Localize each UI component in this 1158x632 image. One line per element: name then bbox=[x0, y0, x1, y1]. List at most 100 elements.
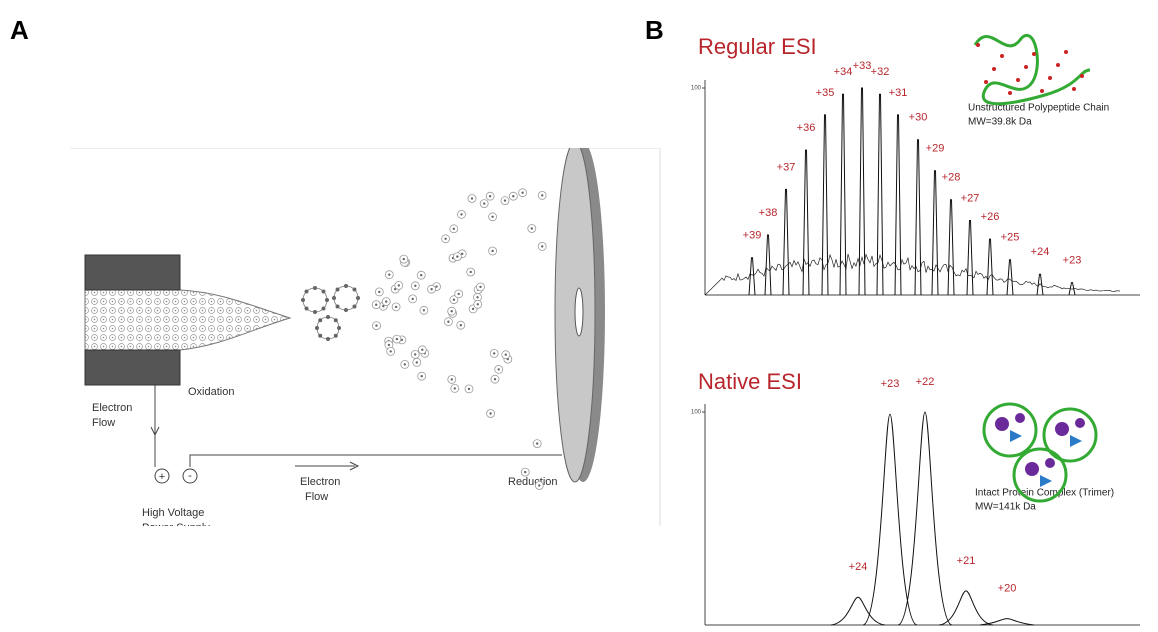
arrow bbox=[150, 426, 160, 437]
domain bbox=[1015, 413, 1025, 423]
ion-core bbox=[400, 338, 404, 342]
ion-core bbox=[411, 297, 414, 301]
peak bbox=[966, 219, 974, 296]
peak bbox=[764, 234, 772, 296]
peak bbox=[1006, 259, 1014, 296]
charge bbox=[304, 289, 309, 294]
domain bbox=[1075, 418, 1085, 428]
ion-core bbox=[414, 284, 417, 287]
ion-core bbox=[521, 191, 524, 194]
charge bbox=[326, 315, 330, 319]
inlet bbox=[574, 287, 584, 337]
charge-label: +29 bbox=[926, 143, 945, 155]
ion-core bbox=[538, 484, 541, 487]
charge-label: +33 bbox=[853, 60, 872, 72]
ion-core bbox=[385, 300, 388, 303]
peak bbox=[748, 257, 756, 296]
peak bbox=[830, 596, 886, 626]
domain bbox=[1025, 462, 1039, 476]
residue bbox=[1000, 54, 1004, 58]
peak bbox=[979, 618, 1035, 626]
charge-label: +27 bbox=[961, 192, 980, 204]
terminal bbox=[154, 468, 170, 484]
electron-flow-label: Electron bbox=[300, 476, 340, 488]
charge bbox=[333, 318, 338, 323]
charge bbox=[318, 333, 323, 338]
charge bbox=[344, 308, 348, 312]
charge bbox=[301, 298, 305, 302]
esi-diagram: + - Oxidation Electron Flow Electron Flo… bbox=[70, 148, 661, 526]
wire bbox=[189, 454, 562, 467]
charge-label: +34 bbox=[834, 66, 853, 78]
ion-core bbox=[459, 324, 462, 327]
peak bbox=[931, 170, 939, 296]
ion-core bbox=[394, 305, 398, 309]
ion-core bbox=[476, 296, 479, 299]
charge bbox=[337, 326, 341, 330]
charge bbox=[313, 286, 317, 290]
ion-core bbox=[375, 303, 378, 306]
ion-core bbox=[467, 387, 471, 391]
residue bbox=[1008, 91, 1012, 95]
ion-core bbox=[414, 353, 417, 356]
domain bbox=[1045, 458, 1055, 468]
charge bbox=[304, 306, 309, 311]
ion-core bbox=[470, 197, 474, 200]
charge bbox=[325, 298, 329, 302]
ion-core bbox=[460, 213, 463, 216]
charge-label: +28 bbox=[942, 172, 961, 184]
residue bbox=[1064, 50, 1068, 54]
charge bbox=[326, 337, 330, 341]
peak bbox=[986, 238, 994, 296]
charge bbox=[352, 304, 357, 309]
charge bbox=[315, 326, 319, 330]
peak bbox=[938, 590, 994, 626]
ion-core bbox=[450, 378, 453, 381]
ion-core bbox=[402, 257, 405, 261]
peak bbox=[876, 93, 884, 296]
ion-core bbox=[395, 337, 399, 341]
charge-label: +39 bbox=[743, 230, 762, 242]
charge-label: +36 bbox=[797, 122, 816, 134]
oxidation-label: Oxidation bbox=[188, 386, 234, 398]
terminal bbox=[182, 468, 198, 484]
domain bbox=[1055, 422, 1069, 436]
charge-label: +30 bbox=[909, 112, 928, 124]
peak bbox=[894, 114, 902, 296]
charge bbox=[318, 318, 323, 323]
subunit bbox=[982, 402, 1038, 458]
charge bbox=[321, 289, 326, 294]
ion-core bbox=[450, 310, 453, 313]
residue bbox=[1032, 52, 1036, 56]
spectrum-caption: Intact Protein Complex (Trimer) bbox=[975, 488, 1114, 499]
charge-label: +31 bbox=[889, 87, 908, 99]
charge bbox=[344, 284, 348, 288]
polypeptide bbox=[973, 34, 1091, 106]
charge-label: +32 bbox=[871, 66, 890, 78]
ion-core bbox=[536, 442, 539, 445]
peak bbox=[839, 93, 847, 296]
power-supply-label: High Voltage bbox=[142, 507, 204, 519]
ion-core bbox=[375, 324, 378, 327]
charge-label: +37 bbox=[777, 161, 796, 173]
peak bbox=[802, 149, 810, 296]
ion-core bbox=[476, 303, 479, 306]
subunit bbox=[1012, 447, 1068, 503]
charge bbox=[335, 304, 340, 309]
domain bbox=[995, 417, 1009, 431]
ion-core bbox=[461, 252, 464, 255]
domain bbox=[1010, 430, 1022, 442]
ion-core bbox=[422, 309, 426, 312]
subunit bbox=[1042, 407, 1098, 463]
ion-core bbox=[444, 237, 447, 240]
ion-core bbox=[382, 305, 385, 308]
spectrum-caption: Unstructured Polypeptide Chain bbox=[968, 103, 1109, 114]
ion-core bbox=[420, 375, 423, 378]
ion-core bbox=[452, 298, 456, 301]
ion-core bbox=[378, 290, 381, 294]
ion-core bbox=[403, 363, 406, 366]
ion-core bbox=[415, 361, 418, 364]
charge-label: +24 bbox=[849, 561, 868, 573]
ion-core bbox=[493, 378, 497, 381]
